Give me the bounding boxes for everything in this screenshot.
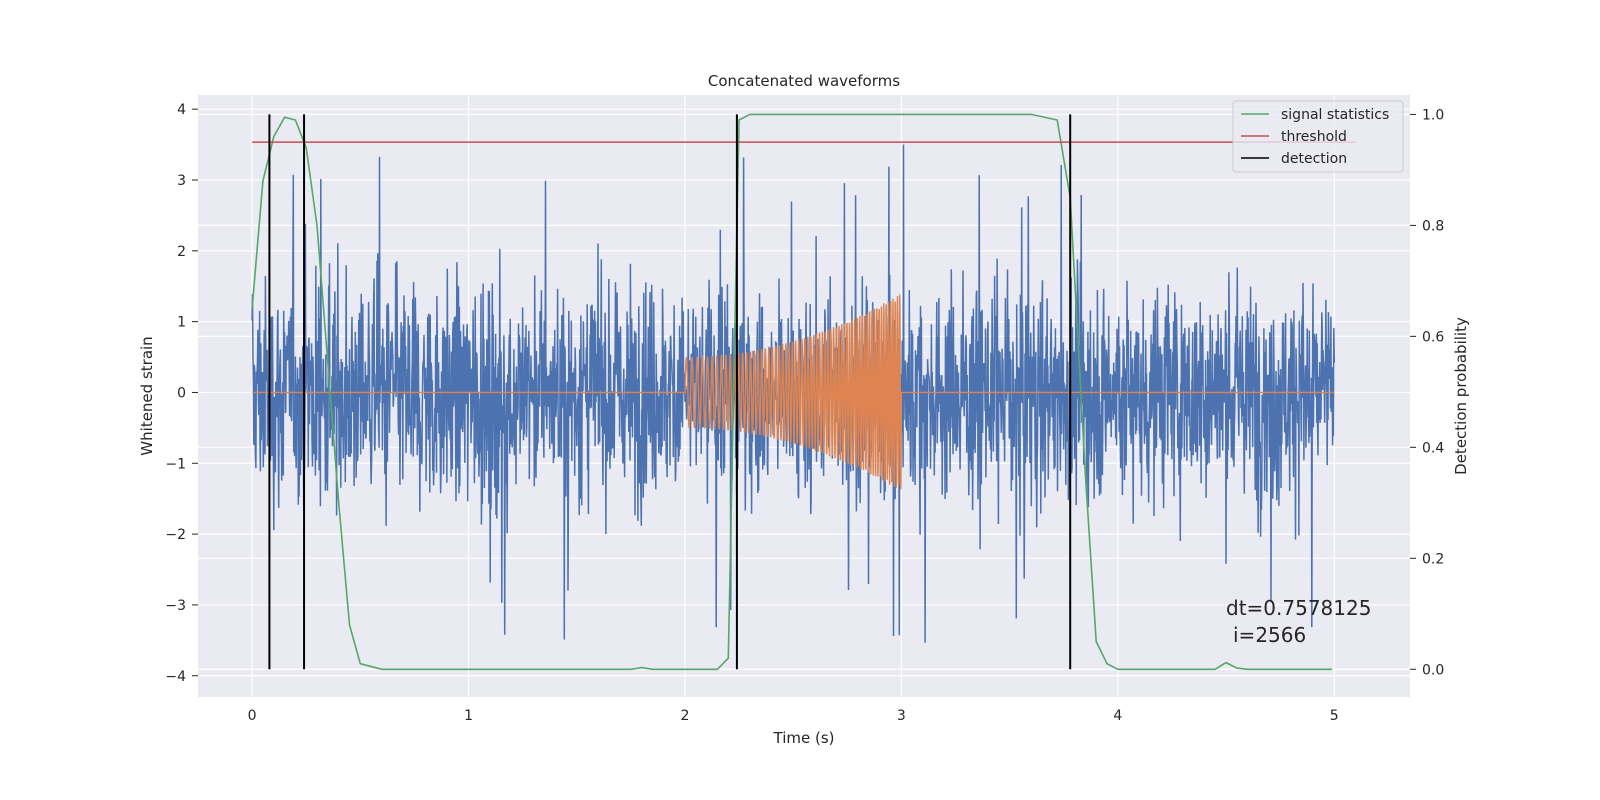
series-detection [268, 114, 1072, 670]
x-tick-label: 2 [681, 708, 690, 724]
y-tick-label: 3 [177, 173, 186, 189]
legend: signal statistics threshold detection [1232, 100, 1404, 173]
y-axis-ticks: −4 −3 −2 −1 0 1 2 3 4 [165, 102, 198, 685]
y2-axis-label: Detection probability [1452, 317, 1470, 475]
y-tick-label: −4 [165, 669, 186, 685]
chart-title: Concatenated waveforms [708, 72, 900, 90]
y2-tick-label: 1.0 [1422, 107, 1444, 123]
legend-label-threshold: threshold [1281, 129, 1347, 145]
x-tick-label: 4 [1113, 708, 1122, 724]
legend-box [1232, 100, 1404, 173]
x-tick-label: 5 [1330, 708, 1339, 724]
y-tick-label: 2 [177, 244, 186, 260]
series-signal-statistics [251, 113, 1333, 671]
y-tick-label: −1 [165, 456, 186, 472]
y-axis-label: Whitened strain [138, 336, 156, 455]
x-axis-label: Time (s) [773, 729, 835, 747]
y2-axis-ticks: 0.0 0.2 0.4 0.6 0.8 1.0 [1410, 107, 1444, 678]
legend-label-detection: detection [1281, 151, 1347, 167]
annotation-index: i=2566 [1233, 623, 1306, 647]
y-tick-label: 4 [177, 102, 186, 118]
annotation-dt: dt=0.7578125 [1226, 596, 1371, 620]
y2-tick-label: 0.2 [1422, 551, 1444, 567]
y2-tick-label: 0.6 [1422, 329, 1444, 345]
y-tick-label: 1 [177, 315, 186, 331]
plot-area [251, 113, 1356, 671]
y-tick-label: 0 [177, 385, 186, 401]
series-strain-noise [251, 144, 1336, 643]
x-tick-label: 3 [897, 708, 906, 724]
x-axis-ticks: 0 1 2 3 4 5 [248, 708, 1339, 724]
x-tick-label: 1 [464, 708, 473, 724]
y2-tick-label: 0.8 [1422, 218, 1444, 234]
x-tick-label: 0 [248, 708, 257, 724]
y-tick-label: −2 [165, 527, 186, 543]
y2-tick-label: 0.0 [1422, 662, 1444, 678]
legend-label-signal-statistics: signal statistics [1281, 107, 1389, 123]
series-injection-chirp [252, 294, 1335, 490]
y2-tick-label: 0.4 [1422, 440, 1444, 456]
y-tick-label: −3 [165, 598, 186, 614]
